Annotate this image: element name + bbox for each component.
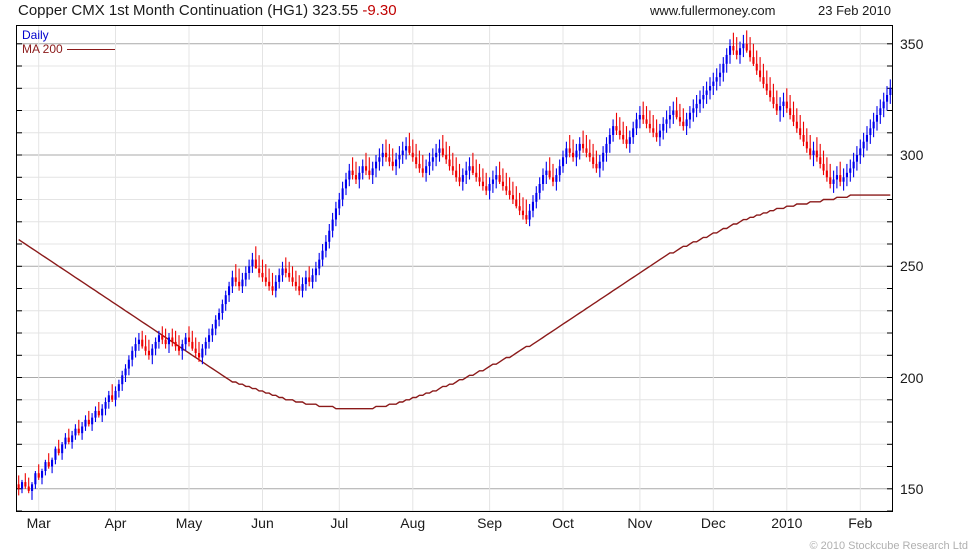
- x-axis-tick-label: May: [175, 515, 203, 531]
- y-axis-tick-label: 350: [900, 35, 924, 52]
- chart-header: Copper CMX 1st Month Continuation (HG1) …: [0, 0, 980, 24]
- ma200-series-layer: [18, 194, 891, 410]
- x-axis-tick-label: Aug: [400, 515, 426, 531]
- page-title: Copper CMX 1st Month Continuation (HG1) …: [18, 2, 397, 19]
- y-axis-tick-label: 250: [900, 258, 924, 275]
- daily-candlestick-series-layer: [17, 30, 892, 500]
- y-axis-tick-label: 150: [900, 480, 924, 497]
- x-axis-tick-label: Jul: [330, 515, 349, 531]
- x-axis-tick-label: Jun: [251, 515, 274, 531]
- x-axis-tick-label: Feb: [848, 515, 873, 531]
- x-axis-tick-label: Apr: [104, 515, 127, 531]
- x-axis-tick-label: Sep: [477, 515, 503, 531]
- chart-legend: Daily MA 200: [22, 28, 115, 56]
- y-axis-tick-label: 300: [900, 147, 924, 164]
- copyright-notice: © 2010 Stockcube Research Ltd: [809, 540, 968, 552]
- plot-area: [16, 25, 893, 512]
- grid-layer: [17, 26, 892, 511]
- x-axis-tick-label: Nov: [627, 515, 653, 531]
- x-axis-tick-label: Oct: [552, 515, 574, 531]
- instrument-title: Copper CMX 1st Month Continuation (HG1) …: [18, 2, 359, 19]
- source-website: www.fullermoney.com: [650, 3, 776, 18]
- legend-item-daily: Daily: [22, 28, 49, 42]
- x-axis-tick-label: Dec: [700, 515, 726, 531]
- x-axis-tick-label: 2010: [771, 515, 803, 531]
- legend-label-ma200: MA 200: [22, 42, 63, 56]
- plot-inner: [17, 26, 892, 511]
- y-axis-tick-label: 200: [900, 369, 924, 386]
- price-change: -9.30: [362, 2, 397, 19]
- x-axis-tick-label: Mar: [26, 515, 51, 531]
- legend-line-swatch: [66, 49, 115, 51]
- legend-item-ma200: MA 200: [22, 42, 115, 56]
- chart-date: 23 Feb 2010: [818, 3, 892, 18]
